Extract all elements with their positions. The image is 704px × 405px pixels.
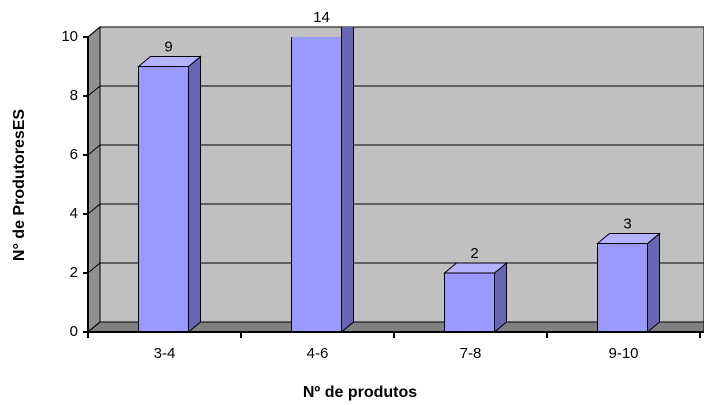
grid-line — [87, 321, 101, 333]
bar — [444, 272, 495, 333]
grid-line — [87, 262, 101, 274]
grid-line — [87, 203, 101, 215]
y-tick-label: 2 — [70, 264, 78, 281]
x-axis-title: Nº de produtos — [303, 384, 417, 401]
data-label: 2 — [470, 245, 478, 262]
y-tick-label: 8 — [70, 87, 78, 104]
grid-line — [87, 26, 101, 38]
bar — [291, 37, 342, 333]
grid-line — [87, 85, 101, 97]
bar-side — [494, 261, 507, 334]
side-wall — [87, 25, 101, 334]
grid-line — [87, 144, 101, 156]
data-label: 9 — [164, 38, 172, 55]
y-axis-title: N° de ProdutoresES — [11, 109, 28, 262]
y-tick-label: 6 — [70, 146, 78, 163]
y-tick-label: 4 — [70, 205, 78, 222]
bar — [138, 66, 189, 333]
bar-side — [341, 27, 354, 334]
data-label: 14 — [313, 9, 330, 26]
bar-side — [647, 232, 660, 334]
x-tick-label: 9-10 — [608, 345, 638, 362]
y-tick-label: 0 — [70, 323, 78, 340]
bar — [597, 243, 648, 333]
data-label: 3 — [623, 215, 631, 232]
bar-side — [188, 55, 201, 334]
y-tick-label: 10 — [61, 28, 78, 45]
x-tick-label: 4-6 — [307, 345, 329, 362]
x-tick-label: 7-8 — [460, 345, 482, 362]
x-tick-label: 3-4 — [154, 345, 176, 362]
